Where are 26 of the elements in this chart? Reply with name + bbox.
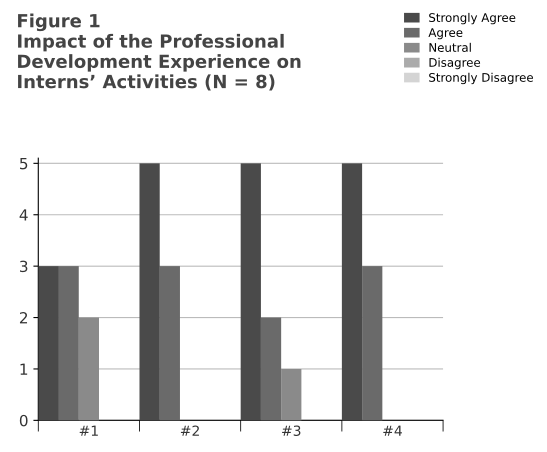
legend-label: Disagree [430,58,480,70]
bar [362,266,382,420]
legend-label: Agree [428,28,462,40]
bar [78,318,100,420]
x-tick-label: #3 [282,425,300,436]
x-tick-label: #4 [383,426,402,436]
y-tick-label: 0 [20,414,28,426]
y-tick-label: 5 [20,158,28,170]
bar [281,368,302,420]
bar [38,266,59,420]
y-tick-label: 3 [20,260,28,272]
bar [240,163,261,420]
legend-label: Strongly Disagree [429,72,534,84]
bar [58,266,79,420]
legend-label: Strongly Agree [429,12,516,24]
y-tick-label: 2 [20,312,28,324]
bar [139,163,160,420]
y-tick-label: 4 [20,209,28,221]
legend-label: Neutral [430,42,471,52]
bar [342,163,362,420]
bar [160,266,180,420]
bar [260,318,282,420]
chart-title: Figure 1 Impact of the Professional Development Experience on Interns’ Activities (N = 8) [18,14,300,90]
x-tick-label: #1 [80,426,98,436]
y-tick-label: 1 [20,364,28,375]
x-tick-label: #2 [180,425,199,436]
